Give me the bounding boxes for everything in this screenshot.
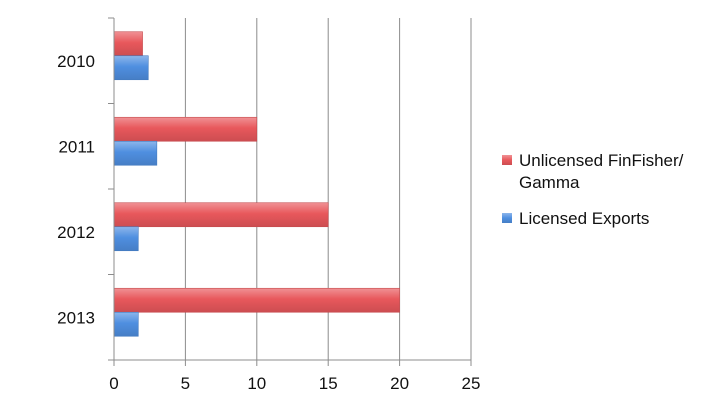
x-tick-label-5: 5	[181, 374, 190, 393]
legend-swatch-unlicensed	[502, 155, 512, 165]
legend-item-unlicensed: Unlicensed FinFisher/ Gamma	[502, 150, 717, 194]
legend-label-licensed: Licensed Exports	[519, 209, 650, 228]
legend-item-licensed: Licensed Exports	[502, 208, 717, 230]
bar-licensed-2013	[113, 311, 139, 337]
bar-licensed-2011	[113, 140, 158, 166]
bars	[113, 31, 400, 337]
bar-unlicensed-2011	[113, 116, 258, 142]
legend-swatch-licensed	[502, 213, 512, 223]
y-tick-label-2011: 2011	[58, 137, 95, 156]
axes	[108, 17, 472, 366]
x-tick-label-15: 15	[319, 374, 338, 393]
x-tick-label-0: 0	[109, 374, 118, 393]
bar-unlicensed-2010	[113, 31, 143, 57]
bar-unlicensed-2013	[113, 287, 400, 313]
x-tick-label-10: 10	[247, 374, 266, 393]
bar-licensed-2010	[113, 55, 149, 81]
bar-licensed-2012	[113, 226, 139, 252]
x-tick-label-20: 20	[390, 374, 409, 393]
y-tick-label-2013: 2013	[57, 308, 95, 327]
legend: Unlicensed FinFisher/ Gamma Licensed Exp…	[502, 150, 717, 244]
bar-unlicensed-2012	[113, 202, 329, 228]
legend-label-unlicensed: Unlicensed FinFisher/ Gamma	[519, 151, 684, 192]
tick-labels: 0 5 10 15 20 25 2010 2011 2012 2013	[57, 52, 480, 393]
y-tick-label-2010: 2010	[57, 52, 95, 71]
y-tick-label-2012: 2012	[57, 223, 95, 242]
x-tick-label-25: 25	[462, 374, 481, 393]
